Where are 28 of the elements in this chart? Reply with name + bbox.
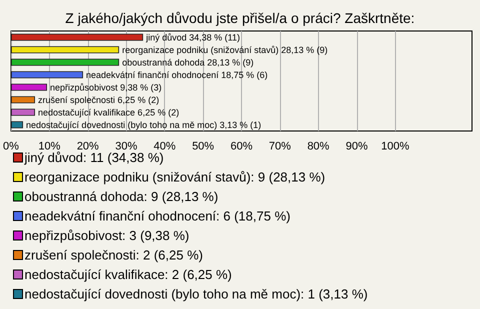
data-label: neadekvátní finanční ohodnocení 18,75 % (6)	[86, 70, 268, 80]
x-tick-label: 0%	[3, 140, 20, 152]
data-label: zrušení společnosti 6,25 % (2)	[38, 94, 160, 105]
x-tick-label: 10%	[38, 140, 61, 152]
chart-title: Z jakého/jakých důvodu jste přišel/a o práci? Zaškrtněte:	[65, 10, 415, 26]
data-label: reorganizace podniku (snižování stavů) 28,13 % (9)	[122, 44, 328, 55]
data-label: oboustranná dohoda 28,13 % (9)	[122, 57, 254, 68]
legend-label: oboustranná dohoda: 9 (28,13 %)	[24, 189, 218, 204]
legend-label: neadekvátní finanční ohodnocení: 6 (18,75 %)	[24, 208, 290, 224]
x-tick-label: 50%	[192, 140, 214, 152]
data-label: nedostačující kvalifikace 6,25 % (2)	[38, 107, 180, 118]
legend-label: nepřizpůsobivost: 3 (9,38 %)	[24, 228, 190, 243]
legend-label: nedostačující kvalifikace: 2 (6,25 %)	[24, 267, 232, 282]
x-tick-label: 40%	[154, 140, 176, 152]
x-tick-label: 30%	[115, 140, 138, 152]
data-label: nedostačující dovednosti (bylo toho na mě moc) 3,13 % (1)	[26, 120, 262, 130]
data-label: jiný důvod 34,38 % (11)	[145, 32, 240, 42]
data-label: nepřizpůsobivost 9,38 % (3)	[50, 82, 162, 92]
legend-label: reorganizace podniku (snižování stavů): 9 (28,13 %)	[24, 170, 326, 184]
legend-label: zrušení společnosti: 2 (6,25 %)	[24, 248, 203, 262]
legend-label: jiný důvod: 11 (34,38 %)	[24, 150, 164, 165]
x-tick-label: 100%	[381, 140, 410, 152]
x-tick-label: 20%	[76, 140, 100, 152]
x-tick-label: 90%	[346, 140, 368, 152]
x-tick-label: 70%	[268, 140, 292, 152]
x-tick-label: 80%	[307, 140, 330, 152]
x-tick-label: 60%	[230, 140, 253, 152]
legend-label: nedostačující dovednosti (bylo toho na mě moc): 1 (3,13 %)	[24, 286, 368, 302]
